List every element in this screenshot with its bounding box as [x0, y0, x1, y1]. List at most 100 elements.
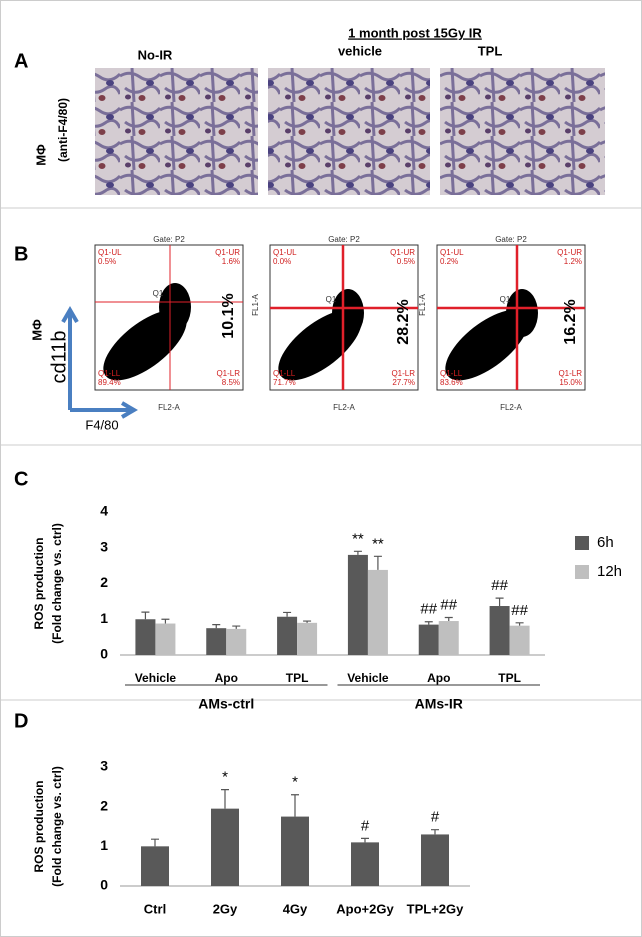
y-tick-label: 3 — [100, 538, 108, 554]
significance: ** — [352, 530, 364, 547]
plot-text: Q1-UR — [215, 248, 240, 257]
y-axis-label: (Fold change vs. ctrl) — [50, 766, 64, 887]
bar — [281, 816, 309, 886]
plot-text: Q1-UL — [440, 248, 464, 257]
significance: ** — [372, 535, 384, 552]
plot-text: Gate: P2 — [153, 235, 185, 244]
plot-text: Q1-UL — [98, 248, 122, 257]
row-sublabel: (anti-F4/80) — [56, 98, 70, 162]
x-tick-label: Apo+2Gy — [336, 901, 394, 916]
legend-swatch — [575, 565, 589, 579]
bar — [297, 622, 318, 655]
plot-text: 0.5% — [397, 257, 415, 266]
plot-text: Gate: P2 — [495, 235, 527, 244]
error-bar — [361, 837, 369, 843]
plot-text: 0.5% — [98, 257, 116, 266]
y-tick-label: 2 — [100, 797, 108, 813]
bar — [155, 623, 176, 655]
percent-label: 28.2% — [395, 299, 412, 344]
x-tick-label: Vehicle — [135, 671, 177, 685]
legend-swatch — [575, 536, 589, 550]
plot-text: 1.6% — [222, 257, 240, 266]
error-bar — [161, 618, 170, 624]
plot-text: FL2-A — [500, 403, 522, 412]
row-label: MΦ — [29, 319, 44, 341]
bar — [135, 619, 156, 655]
x-tick-label: 4Gy — [283, 901, 308, 916]
x-tick-label: 2Gy — [213, 901, 238, 916]
y-tick-label: 0 — [100, 877, 108, 893]
bar — [347, 554, 368, 655]
significance: # — [361, 817, 370, 834]
y-tick-label: 2 — [100, 574, 108, 590]
plot-text: 0.2% — [440, 257, 458, 266]
error-bar — [212, 624, 221, 629]
plot-frame — [436, 244, 586, 391]
error-bar — [221, 789, 229, 809]
event-cloud — [103, 309, 187, 381]
plot-text: Q1-LL — [273, 369, 296, 378]
error-bar — [283, 611, 292, 617]
micrograph — [440, 68, 605, 195]
plot-text: 0.0% — [273, 257, 291, 266]
plot-text: FL2-A — [158, 403, 180, 412]
bar — [141, 846, 169, 886]
event-cloud — [445, 309, 529, 381]
bar — [489, 606, 510, 655]
plot-text: FL2-A — [333, 403, 355, 412]
axis-arrow — [61, 306, 138, 419]
error-bar — [495, 597, 504, 607]
axis-label: cd11b — [48, 330, 70, 383]
event-cloud — [506, 289, 538, 337]
bar — [418, 624, 439, 655]
column-title: vehicle — [338, 43, 382, 58]
event-cloud — [159, 283, 191, 331]
x-tick-label: Vehicle — [347, 671, 389, 685]
legend-label: 6h — [597, 534, 614, 551]
y-axis-label: ROS production — [32, 781, 46, 873]
event-cloud — [332, 289, 364, 337]
error-bar — [431, 829, 439, 835]
bar — [277, 616, 298, 655]
y-tick-label: 0 — [100, 646, 108, 662]
micrograph — [95, 68, 258, 195]
plot-text: Q1-UL — [273, 248, 297, 257]
error-bar — [141, 611, 150, 620]
plot-text: 8.5% — [222, 378, 240, 387]
y-tick-label: 1 — [100, 837, 108, 853]
y-axis-label: ROS production — [32, 538, 46, 630]
plot-text: Q1 — [500, 295, 511, 304]
significance: ## — [420, 601, 437, 618]
x-tick-label: TPL — [498, 671, 521, 685]
x-tick-label: TPL — [286, 671, 309, 685]
plot-text: 1.2% — [564, 257, 582, 266]
significance: ## — [511, 602, 528, 619]
plot-text: Q1-LL — [440, 369, 463, 378]
panel-label: B — [14, 243, 28, 265]
bar — [367, 569, 388, 655]
y-tick-label: 4 — [100, 503, 108, 519]
significance: ## — [440, 596, 457, 613]
column-title: TPL — [478, 43, 503, 58]
header: 1 month post 15Gy IR — [348, 25, 482, 40]
error-bar — [444, 616, 453, 622]
y-axis-label: (Fold change vs. ctrl) — [50, 523, 64, 644]
micrograph — [268, 68, 430, 195]
bar — [509, 625, 530, 655]
panel-label: D — [14, 710, 28, 732]
x-tick-label: Apo — [215, 671, 238, 685]
significance: * — [292, 774, 298, 791]
error-bar — [291, 794, 299, 817]
bar — [211, 808, 239, 886]
panel-label: A — [14, 50, 28, 72]
percent-label: 10.1% — [220, 293, 237, 338]
error-bar — [373, 555, 382, 570]
plot-text: FL1-A — [418, 293, 427, 315]
error-bar — [151, 838, 159, 847]
error-bar — [353, 550, 362, 555]
plot-text: Q1-LL — [98, 369, 121, 378]
x-tick-label: Apo — [427, 671, 450, 685]
significance: # — [431, 809, 440, 826]
plot-frame — [94, 244, 244, 391]
